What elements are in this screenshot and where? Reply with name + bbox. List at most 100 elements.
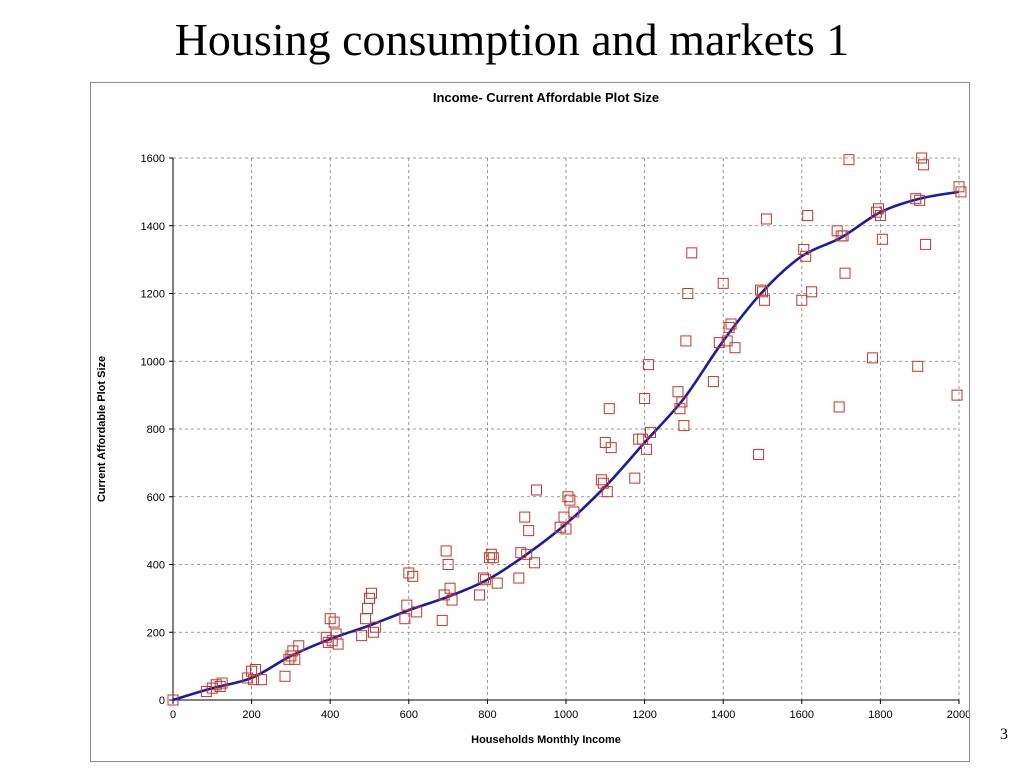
data-point — [833, 401, 845, 413]
data-point — [279, 670, 291, 682]
data-point — [876, 233, 888, 245]
y-tick-label: 0 — [159, 695, 165, 707]
data-point — [515, 547, 527, 559]
data-point — [214, 680, 226, 692]
data-point — [870, 206, 882, 218]
data-point — [283, 653, 295, 665]
data-point — [802, 210, 814, 222]
data-point — [806, 286, 818, 298]
data-point — [843, 154, 855, 166]
y-tick-label: 1600 — [141, 153, 165, 165]
data-point — [674, 403, 686, 415]
data-point — [531, 484, 543, 496]
data-point — [562, 491, 574, 503]
data-point — [369, 621, 381, 633]
data-point — [916, 152, 928, 164]
x-tick-label: 1400 — [711, 709, 735, 721]
data-point — [200, 686, 212, 698]
x-tick-label: 800 — [478, 709, 496, 721]
x-tick-label: 1000 — [554, 709, 578, 721]
data-point — [564, 494, 576, 506]
data-point — [246, 665, 258, 677]
data-point — [874, 210, 886, 222]
data-point — [403, 567, 415, 579]
data-point — [682, 288, 694, 299]
data-point — [796, 294, 808, 306]
data-point — [360, 613, 372, 625]
slide-title: Housing consumption and markets 1 — [174, 14, 850, 65]
data-point — [255, 674, 267, 686]
data-point — [713, 337, 725, 349]
data-point — [729, 342, 741, 354]
page-number: 3 — [1000, 726, 1008, 743]
data-point — [629, 472, 641, 484]
x-tick-label: 400 — [321, 709, 339, 721]
x-tick-label: 0 — [170, 709, 176, 721]
data-point — [560, 523, 572, 535]
x-tick-label: 200 — [242, 709, 260, 721]
data-point — [643, 359, 655, 371]
data-point — [362, 603, 374, 615]
data-point — [717, 277, 729, 289]
data-point — [474, 589, 486, 601]
data-point — [411, 606, 423, 618]
data-point — [479, 574, 491, 586]
data-point — [839, 267, 851, 279]
data-point — [680, 335, 692, 347]
data-point — [167, 694, 179, 706]
data-point — [725, 318, 737, 330]
data-point — [672, 386, 684, 398]
data-point — [326, 635, 338, 647]
data-point — [250, 664, 262, 676]
data-point — [644, 426, 656, 438]
data-point — [440, 545, 452, 557]
data-point — [477, 572, 489, 584]
data-point — [723, 321, 735, 333]
data-point — [332, 638, 344, 650]
scatter-chart: Income- Current Affordable Plot Size Cur… — [96, 90, 972, 746]
data-point — [707, 376, 719, 388]
data-points — [167, 152, 967, 706]
data-point — [914, 194, 926, 206]
tick-labels: 0 200 400 600 800 1000 1200 1400 1600 1800 2000 0 20… — [141, 153, 972, 721]
data-point — [523, 525, 535, 537]
data-point — [521, 548, 533, 560]
grid — [173, 157, 960, 700]
data-point — [676, 396, 688, 408]
data-point — [753, 448, 765, 460]
data-point — [918, 159, 930, 171]
axes — [169, 157, 960, 704]
data-point — [289, 653, 301, 665]
data-point — [365, 587, 377, 599]
data-point — [558, 511, 570, 523]
data-point — [216, 677, 228, 689]
data-point — [758, 294, 770, 306]
x-tick-label: 1600 — [790, 709, 814, 721]
data-point — [641, 443, 653, 455]
data-point — [601, 486, 613, 498]
data-point — [293, 640, 305, 652]
y-axis-label: Current Affordable Plot Size — [96, 356, 108, 502]
data-point — [328, 616, 340, 628]
data-point — [639, 393, 651, 405]
data-point — [487, 552, 499, 564]
y-tick-label: 1000 — [141, 356, 165, 368]
chart-title: Income- Current Affordable Plot Size — [433, 90, 659, 105]
data-point — [436, 614, 448, 626]
data-point — [912, 360, 924, 372]
data-point — [721, 335, 733, 347]
data-point — [356, 630, 368, 642]
data-point — [519, 511, 531, 523]
data-point — [595, 474, 607, 486]
data-point — [242, 672, 254, 684]
data-point — [444, 582, 456, 594]
y-tick-label: 800 — [147, 424, 165, 436]
data-point — [867, 352, 879, 364]
data-point — [597, 477, 609, 489]
data-point — [760, 213, 772, 225]
data-point — [485, 548, 497, 560]
data-point — [401, 599, 413, 611]
data-point — [513, 572, 525, 584]
data-point — [837, 230, 849, 242]
x-tick-label: 1200 — [632, 709, 656, 721]
